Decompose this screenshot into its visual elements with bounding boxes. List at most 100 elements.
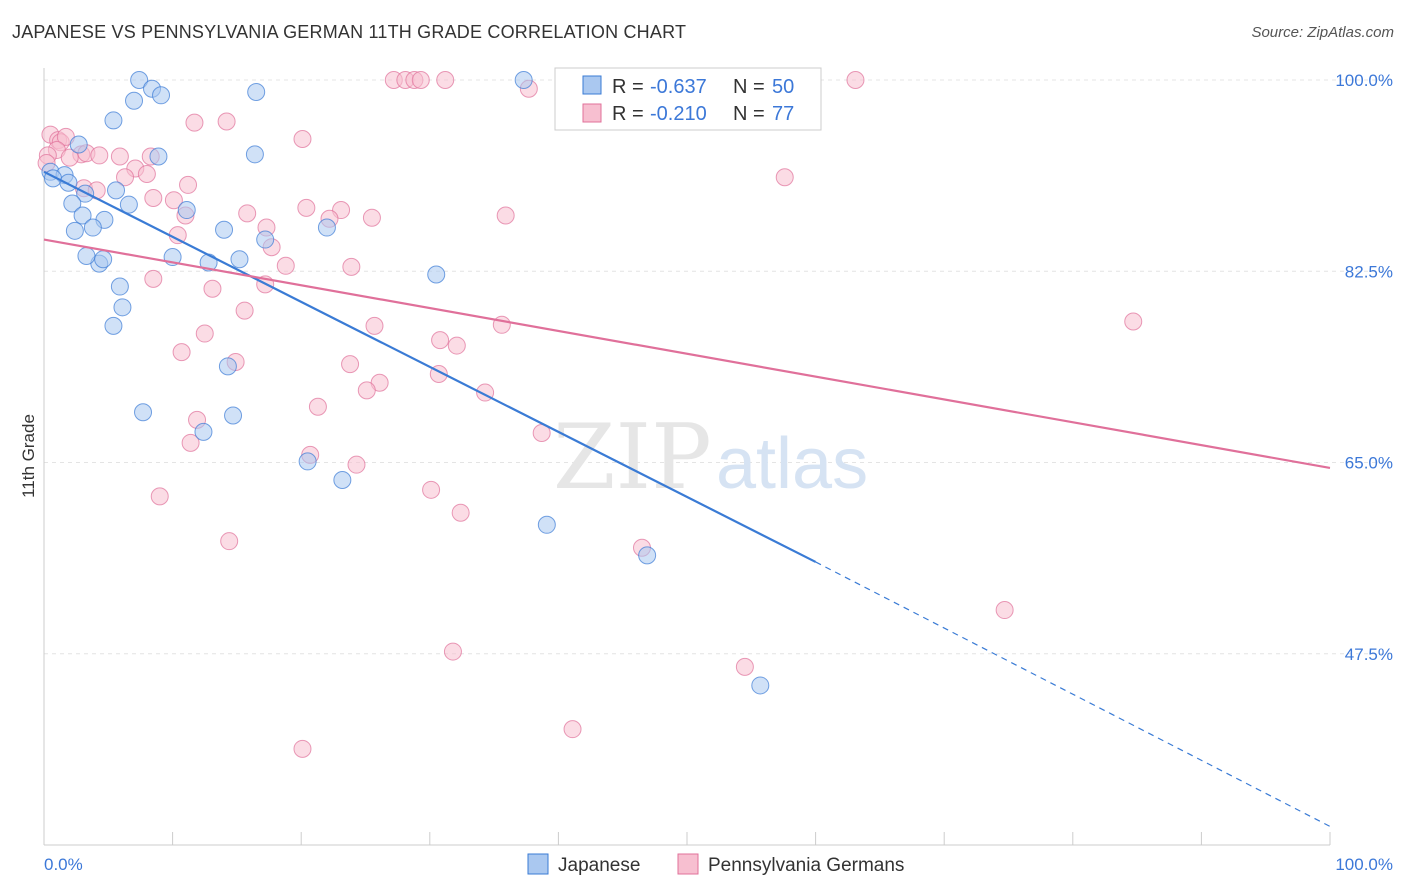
japanese-point-32 bbox=[110, 277, 129, 296]
japanese-point-16 bbox=[107, 181, 126, 200]
legend-r-label-pennsylvania-germans: R = bbox=[612, 103, 644, 125]
pennsylvania-germans-point-23 bbox=[110, 147, 129, 166]
trend-extension-japanese bbox=[815, 561, 1331, 827]
japanese-point-35 bbox=[104, 316, 123, 335]
legend-n-label-japanese: N = bbox=[733, 76, 765, 98]
series-legend-label-pennsylvania-germans: Pennsylvania Germans bbox=[708, 855, 904, 876]
watermark-zip: ZIP bbox=[553, 405, 712, 510]
pennsylvania-germans-point-29 bbox=[179, 175, 198, 194]
series-japanese bbox=[41, 71, 770, 695]
pennsylvania-germans-point-70 bbox=[422, 480, 441, 499]
pennsylvania-germans-point-41 bbox=[496, 206, 515, 225]
pennsylvania-germans-point-27 bbox=[116, 168, 135, 187]
japanese-point-6 bbox=[104, 111, 123, 130]
gridlines bbox=[44, 79, 1393, 655]
japanese-point-3 bbox=[152, 86, 171, 105]
japanese-point-0 bbox=[130, 71, 149, 89]
pennsylvania-germans-point-53 bbox=[365, 316, 384, 335]
japanese-point-25 bbox=[317, 218, 336, 237]
pennsylvania-germans-point-16 bbox=[293, 130, 312, 149]
legend-n-value-pennsylvania-germans: 77 bbox=[772, 103, 794, 125]
x-tick-label-max: 100.0% bbox=[1335, 855, 1393, 874]
japanese-point-7 bbox=[69, 135, 88, 154]
pennsylvania-germans-point-47 bbox=[144, 269, 163, 288]
japanese-point-1 bbox=[514, 71, 533, 89]
pennsylvania-germans-point-38 bbox=[238, 204, 257, 223]
japanese-point-38 bbox=[224, 406, 243, 425]
legend-n-label-pennsylvania-germans: N = bbox=[733, 103, 765, 125]
japanese-point-8 bbox=[149, 147, 168, 166]
pennsylvania-germans-point-22 bbox=[90, 146, 109, 165]
y-axis-title: 11th Grade bbox=[19, 414, 38, 498]
japanese-point-37 bbox=[134, 403, 153, 422]
pennsylvania-germans-point-55 bbox=[431, 331, 450, 350]
pennsylvania-germans-point-54 bbox=[195, 324, 214, 343]
pennsylvania-germans-point-79 bbox=[563, 720, 582, 739]
japanese-point-30 bbox=[94, 250, 113, 269]
pennsylvania-germans-point-59 bbox=[341, 355, 360, 374]
japanese-point-44 bbox=[751, 676, 770, 695]
series-legend: Japanese Pennsylvania Germans bbox=[527, 853, 904, 876]
japanese-point-18 bbox=[177, 201, 196, 220]
japanese-point-28 bbox=[230, 250, 249, 269]
trend-lines bbox=[43, 170, 1331, 827]
pennsylvania-germans-point-71 bbox=[150, 487, 169, 506]
pennsylvania-germans-point-34 bbox=[164, 191, 183, 210]
pennsylvania-germans-point-4 bbox=[436, 71, 455, 89]
japanese-point-5 bbox=[125, 91, 144, 110]
trend-line-pennsylvania-germans bbox=[43, 238, 1331, 470]
japanese-point-33 bbox=[427, 265, 446, 284]
series-legend-swatch-japanese bbox=[527, 853, 549, 875]
japanese-point-34 bbox=[113, 298, 132, 317]
japanese-point-24 bbox=[256, 230, 275, 249]
series-legend-swatch-pennsylvania-germans bbox=[677, 853, 699, 875]
pennsylvania-germans-point-77 bbox=[735, 657, 754, 676]
legend-swatch-pennsylvania-germans bbox=[582, 103, 602, 123]
y-tick-label-0: 47.5% bbox=[1345, 645, 1393, 664]
pennsylvania-germans-point-75 bbox=[995, 601, 1014, 620]
pennsylvania-germans-point-62 bbox=[357, 381, 376, 400]
japanese-point-41 bbox=[333, 470, 352, 489]
pennsylvania-germans-point-69 bbox=[347, 455, 366, 474]
legend-swatch-japanese bbox=[582, 75, 602, 95]
pennsylvania-germans-point-8 bbox=[846, 71, 865, 89]
pennsylvania-germans-point-64 bbox=[308, 397, 327, 416]
watermark: ZIP atlas bbox=[553, 405, 868, 510]
pennsylvania-germans-point-11 bbox=[217, 112, 236, 131]
pennsylvania-germans-point-57 bbox=[172, 343, 191, 362]
pennsylvania-germans-point-49 bbox=[203, 279, 222, 298]
japanese-point-17 bbox=[119, 195, 138, 214]
pennsylvania-germans-point-35 bbox=[297, 198, 316, 217]
y-tick-label-2: 82.5% bbox=[1345, 262, 1393, 281]
legend-stats: R = -0.637 N = 50 R = -0.210 N = 77 bbox=[554, 67, 822, 131]
pennsylvania-germans-point-20 bbox=[60, 148, 79, 167]
x-tick-labels: 0.0% 100.0% bbox=[44, 855, 1393, 874]
legend-n-value-japanese: 50 bbox=[772, 76, 794, 98]
japanese-point-22 bbox=[83, 218, 102, 237]
x-ticks bbox=[43, 832, 1331, 845]
japanese-point-40 bbox=[298, 452, 317, 471]
japanese-point-31 bbox=[77, 246, 96, 265]
trend-line-japanese bbox=[43, 170, 817, 563]
x-tick-label-min: 0.0% bbox=[44, 855, 83, 874]
pennsylvania-germans-point-56 bbox=[447, 336, 466, 355]
pennsylvania-germans-point-33 bbox=[144, 189, 163, 208]
y-tick-labels: 47.5% 65.0% 82.5% 100.0% bbox=[1335, 71, 1393, 664]
pennsylvania-germans-point-73 bbox=[220, 532, 239, 551]
japanese-point-13 bbox=[59, 173, 78, 192]
pennsylvania-germans-point-50 bbox=[235, 301, 254, 320]
japanese-point-36 bbox=[218, 357, 237, 376]
pennsylvania-germans-point-40 bbox=[362, 208, 381, 227]
source-credit: Source: ZipAtlas.com bbox=[1251, 24, 1394, 41]
pennsylvania-germans-point-72 bbox=[451, 503, 470, 522]
pennsylvania-germans-point-46 bbox=[342, 257, 361, 276]
y-tick-label-1: 65.0% bbox=[1345, 454, 1393, 473]
pennsylvania-germans-point-78 bbox=[293, 739, 312, 758]
japanese-point-19 bbox=[73, 206, 92, 225]
series-legend-label-japanese: Japanese bbox=[558, 855, 640, 876]
pennsylvania-germans-point-67 bbox=[181, 433, 200, 452]
chart-title: JAPANESE VS PENNSYLVANIA GERMAN 11TH GRA… bbox=[12, 22, 687, 42]
pennsylvania-germans-point-30 bbox=[775, 168, 794, 187]
japanese-point-39 bbox=[194, 422, 213, 441]
pennsylvania-germans-point-3 bbox=[411, 71, 430, 89]
